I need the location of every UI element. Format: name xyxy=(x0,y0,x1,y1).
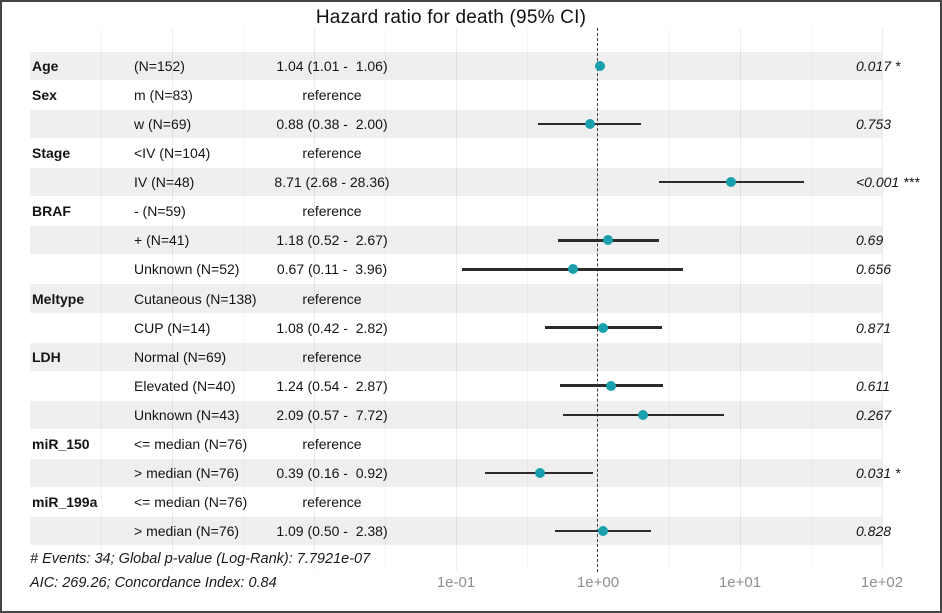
row-variable-label: BRAF xyxy=(32,203,71,220)
row-variable-label: miR_150 xyxy=(32,435,90,452)
row-estimate-label: 1.09 (0.50 - 2.38) xyxy=(276,522,388,539)
major-gridline xyxy=(313,28,315,570)
row-stripe xyxy=(30,284,882,313)
row-estimate-label: reference xyxy=(302,493,362,510)
minor-gridline xyxy=(668,28,670,570)
row-estimate-label: 0.67 (0.11 - 3.96) xyxy=(276,261,388,278)
row-estimate-label: reference xyxy=(302,290,362,307)
reference-dashed-line xyxy=(597,28,599,572)
row-stripe xyxy=(30,458,882,487)
row-pvalue-label: 0.017 * xyxy=(856,58,901,75)
row-level-label: > median (N=76) xyxy=(134,522,240,539)
row-level-label: Unknown (N=52) xyxy=(134,261,240,278)
row-variable-label: Stage xyxy=(32,145,71,162)
row-estimate-label: 1.04 (1.01 - 1.06) xyxy=(276,58,388,75)
hr-point xyxy=(534,467,545,478)
major-gridline xyxy=(171,28,173,570)
row-pvalue-label: <0.001 *** xyxy=(856,174,920,191)
row-level-label: w (N=69) xyxy=(134,116,192,133)
row-pvalue-label: 0.267 xyxy=(856,406,892,423)
row-pvalue-label: 0.031 * xyxy=(856,464,901,481)
row-variable-label: LDH xyxy=(32,348,61,365)
row-level-label: CUP (N=14) xyxy=(134,319,211,336)
hr-point xyxy=(597,322,608,333)
major-gridline xyxy=(739,28,741,570)
row-estimate-label: reference xyxy=(302,348,362,365)
row-level-label: <= median (N=76) xyxy=(134,435,248,452)
row-stripe xyxy=(30,110,882,139)
row-estimate-label: 0.39 (0.16 - 0.92) xyxy=(276,464,388,481)
x-tick-label: 1e+00 xyxy=(576,574,620,591)
row-stripe xyxy=(30,51,882,81)
row-estimate-label: 1.08 (0.42 - 2.82) xyxy=(276,319,388,336)
row-level-label: - (N=59) xyxy=(134,203,186,220)
hr-point xyxy=(606,380,617,391)
row-pvalue-label: 0.69 xyxy=(856,232,884,249)
row-variable-label: Sex xyxy=(32,87,57,104)
major-gridline xyxy=(881,28,883,570)
row-pvalue-label: 0.656 xyxy=(856,261,892,278)
minor-gridline xyxy=(810,28,812,570)
row-variable-label: miR_199a xyxy=(32,493,98,510)
minor-gridline xyxy=(384,28,386,570)
row-level-label: Unknown (N=43) xyxy=(134,406,240,423)
row-stripe xyxy=(30,226,882,255)
x-tick-label: 1e+02 xyxy=(860,574,904,591)
footnote-events: # Events: 34; Global p-value (Log-Rank):… xyxy=(30,551,371,567)
row-level-label: + (N=41) xyxy=(134,232,190,249)
row-estimate-label: reference xyxy=(302,203,362,220)
row-estimate-label: 1.24 (0.54 - 2.87) xyxy=(276,377,388,394)
row-pvalue-label: 0.753 xyxy=(856,116,892,133)
minor-gridline xyxy=(100,28,102,570)
hr-point xyxy=(568,264,579,275)
row-level-label: > median (N=76) xyxy=(134,464,240,481)
row-estimate-label: reference xyxy=(302,87,362,104)
row-variable-label: Age xyxy=(32,58,59,75)
minor-gridline xyxy=(526,28,528,570)
hr-point xyxy=(726,177,737,188)
x-tick-label: 1e-01 xyxy=(436,574,476,591)
x-tick-label: 1e+01 xyxy=(718,574,762,591)
row-stripe xyxy=(30,342,882,371)
row-pvalue-label: 0.828 xyxy=(856,522,892,539)
row-pvalue-label: 0.871 xyxy=(856,319,892,336)
hr-point xyxy=(585,119,596,130)
row-stripe xyxy=(30,516,882,546)
minor-gridline xyxy=(242,28,244,570)
row-level-label: Cutaneous (N=138) xyxy=(134,290,257,307)
row-variable-label: Meltype xyxy=(32,290,85,307)
row-estimate-label: 1.18 (0.52 - 2.67) xyxy=(276,232,388,249)
chart-title: Hazard ratio for death (95% CI) xyxy=(315,7,587,28)
hr-point xyxy=(598,525,609,536)
row-estimate-label: 0.88 (0.38 - 2.00) xyxy=(276,116,388,133)
footnote-aic: AIC: 269.26; Concordance Index: 0.84 xyxy=(30,575,277,591)
row-level-label: m (N=83) xyxy=(134,87,193,104)
hr-point xyxy=(638,409,649,420)
row-estimate-label: reference xyxy=(302,145,362,162)
row-estimate-label: 8.71 (2.68 - 28.36) xyxy=(274,174,390,191)
row-estimate-label: reference xyxy=(302,435,362,452)
row-level-label: Normal (N=69) xyxy=(134,348,227,365)
row-pvalue-label: 0.611 xyxy=(856,377,890,394)
hr-point xyxy=(595,61,606,72)
row-level-label: Elevated (N=40) xyxy=(134,377,236,394)
row-level-label: <IV (N=104) xyxy=(134,145,211,162)
row-level-label: <= median (N=76) xyxy=(134,493,248,510)
major-gridline xyxy=(455,28,457,570)
row-level-label: IV (N=48) xyxy=(134,174,195,191)
hr-point xyxy=(603,235,614,246)
row-level-label: (N=152) xyxy=(134,58,185,75)
row-stripe xyxy=(30,400,882,429)
row-estimate-label: 2.09 (0.57 - 7.72) xyxy=(276,406,388,423)
